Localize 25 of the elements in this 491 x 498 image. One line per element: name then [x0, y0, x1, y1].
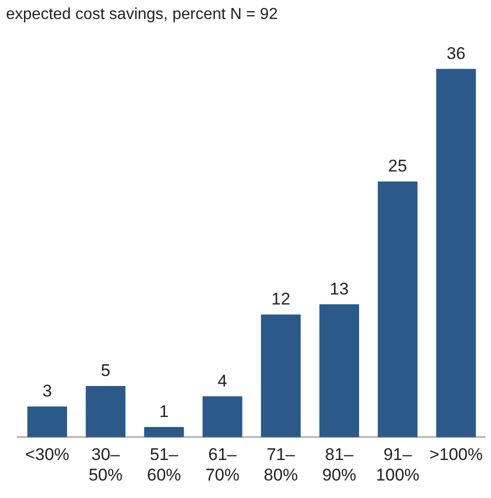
data-label: 36	[446, 44, 466, 64]
bar	[86, 386, 126, 438]
x-tick-label: 91–100%	[376, 445, 420, 484]
x-tick-label: 71–80%	[264, 445, 298, 484]
data-label: 4	[218, 371, 228, 390]
bar	[319, 304, 360, 438]
data-label: 25	[388, 156, 408, 176]
x-tick-label: 51–60%	[147, 445, 182, 484]
bar	[202, 396, 242, 438]
chart-title: expected cost savings, percent N = 92	[6, 6, 278, 24]
x-tick-label: 81–90%	[322, 445, 356, 484]
data-label: 1	[159, 402, 169, 422]
data-label: 13	[330, 279, 349, 298]
x-tick-label: >100%	[429, 445, 483, 464]
bar	[378, 181, 418, 438]
bar	[436, 68, 476, 438]
data-label: 5	[100, 361, 110, 380]
bar	[260, 314, 301, 438]
data-label: 12	[271, 290, 290, 309]
bar	[27, 406, 68, 438]
x-tick-label: 61–70%	[205, 445, 240, 484]
x-tick-label: 30–50%	[88, 445, 123, 484]
bar	[144, 426, 184, 438]
x-tick-label: <30%	[25, 445, 70, 464]
data-label: 3	[42, 382, 52, 401]
